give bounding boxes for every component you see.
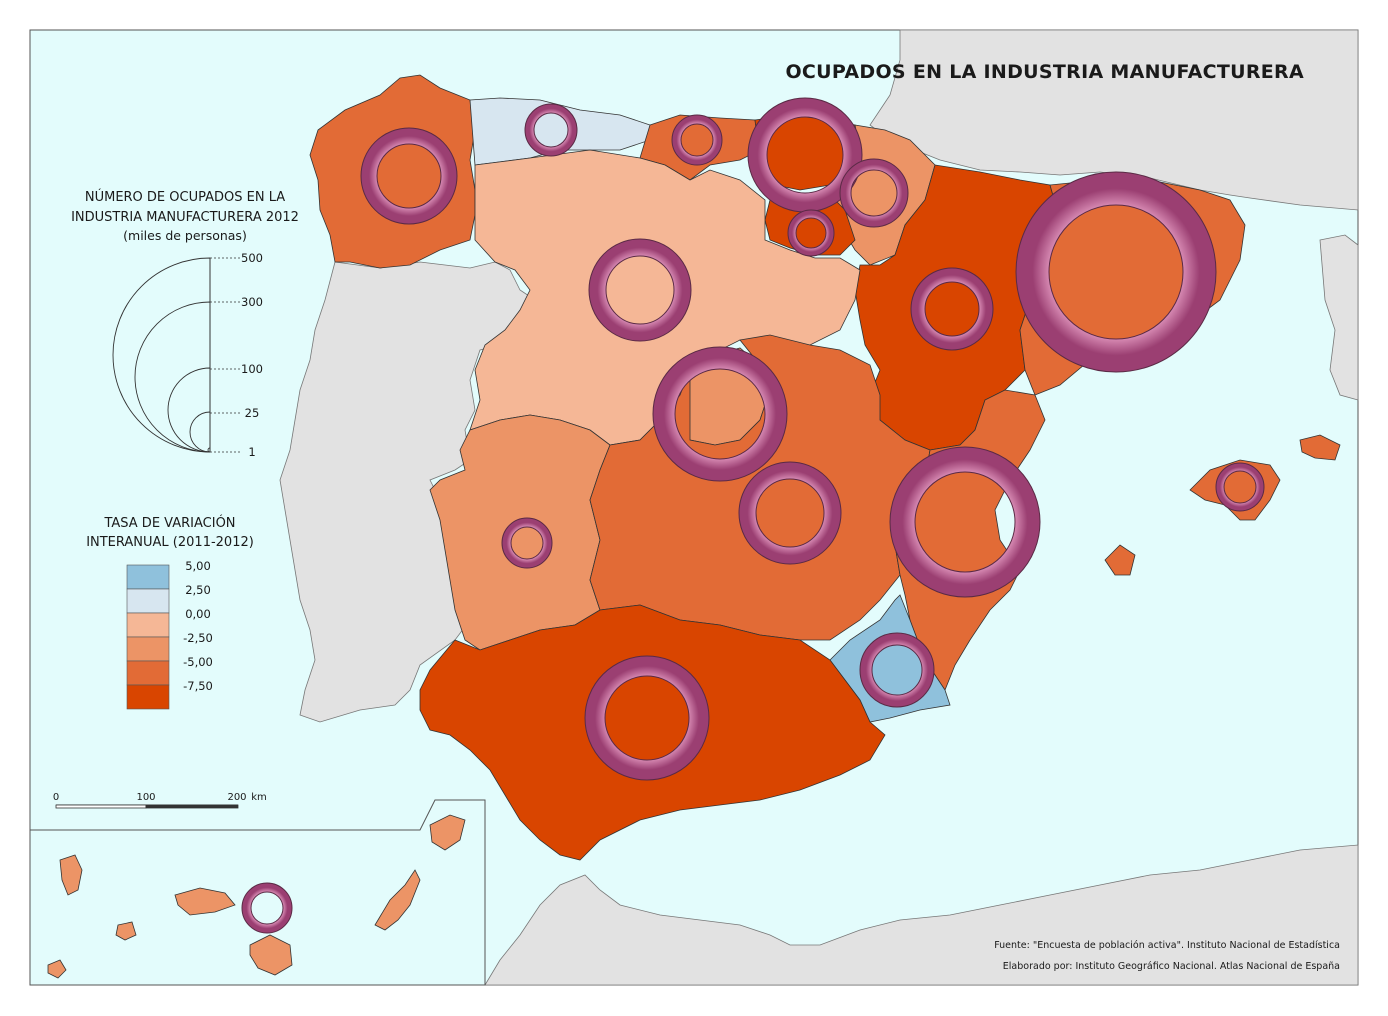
size-legend-title-2: INDUSTRIA MANUFACTURERA 2012 xyxy=(71,210,299,225)
employment-ring-inner-edge xyxy=(795,217,827,249)
employment-ring-outer-edge xyxy=(584,655,710,781)
employment-ring-inner-edge xyxy=(871,644,923,696)
credit-source: Fuente: "Encuesta de población activa". … xyxy=(994,940,1340,951)
color-legend-label: -7,50 xyxy=(183,679,213,693)
region-galicia xyxy=(309,74,476,269)
scale-label-100: 100 xyxy=(136,792,155,803)
employment-ring xyxy=(653,347,787,481)
color-legend-title-2: INTERANUAL (2011-2012) xyxy=(86,535,254,550)
size-legend-value: 300 xyxy=(241,295,263,309)
employment-ring xyxy=(525,104,577,156)
employment-ring xyxy=(748,98,862,212)
employment-ring xyxy=(890,447,1040,597)
employment-ring-outer-edge xyxy=(671,114,723,166)
size-legend: NÚMERO DE OCUPADOS EN LA INDUSTRIA MANUF… xyxy=(71,189,299,459)
employment-ring-outer-edge xyxy=(524,103,578,157)
color-legend-label: 2,50 xyxy=(185,583,211,597)
employment-ring xyxy=(672,115,722,165)
employment-ring-outer-edge xyxy=(1015,171,1217,373)
color-legend-label: -5,00 xyxy=(183,655,213,669)
color-legend-swatch xyxy=(126,660,170,686)
color-legend: TASA DE VARIACIÓN INTERANUAL (2011-2012)… xyxy=(86,515,254,710)
employment-ring-inner-edge xyxy=(914,471,1016,573)
employment-ring-inner-edge xyxy=(1048,204,1184,340)
size-legend-subtitle: (miles de personas) xyxy=(123,228,247,243)
employment-ring-inner-edge xyxy=(376,143,442,209)
region-andalucia xyxy=(419,604,886,861)
employment-ring-outer-edge xyxy=(839,158,909,228)
employment-ring-inner-edge xyxy=(533,112,569,148)
size-legend-circle xyxy=(112,257,211,453)
employment-ring xyxy=(840,159,908,227)
employment-ring-inner-edge xyxy=(604,675,690,761)
proportional-rings xyxy=(241,97,1265,934)
employment-ring xyxy=(860,633,934,707)
size-legend-value: 100 xyxy=(241,362,263,376)
size-legend-circle xyxy=(167,367,211,453)
employment-ring xyxy=(589,239,691,341)
employment-ring-outer-edge xyxy=(859,632,935,708)
map-title: OCUPADOS EN LA INDUSTRIA MANUFACTURERA xyxy=(785,61,1304,83)
france-land xyxy=(869,29,1359,211)
size-legend-circle xyxy=(189,411,211,453)
region-baleares-ibiza xyxy=(1104,544,1136,576)
employment-ring-inner-edge xyxy=(755,478,825,548)
employment-ring-inner-edge xyxy=(766,116,844,194)
employment-ring xyxy=(502,518,552,568)
employment-ring-outer-edge xyxy=(652,346,788,482)
size-legend-value: 500 xyxy=(241,251,263,265)
size-legend-value: 1 xyxy=(248,445,255,459)
size-legend-circle xyxy=(134,301,211,453)
island-right xyxy=(1319,234,1359,401)
size-legend-title-1: NÚMERO DE OCUPADOS EN LA xyxy=(85,189,285,205)
employment-ring-inner-edge xyxy=(924,281,980,337)
employment-ring xyxy=(739,462,841,564)
employment-ring xyxy=(1016,172,1216,372)
employment-ring-inner-edge xyxy=(605,255,675,325)
employment-ring-inner-edge xyxy=(850,169,898,217)
employment-ring-outer-edge xyxy=(588,238,692,342)
scale-bar: 0 100 200 km xyxy=(53,792,267,809)
employment-ring-inner-edge xyxy=(250,891,284,925)
scale-label-200: 200 xyxy=(227,792,246,803)
credit-author: Elaborado por: Instituto Geográfico Naci… xyxy=(1003,961,1340,972)
color-legend-swatch xyxy=(126,684,170,710)
canarias-islands xyxy=(47,814,466,979)
employment-ring xyxy=(911,268,993,350)
employment-ring xyxy=(1216,463,1264,511)
employment-ring-outer-edge xyxy=(889,446,1041,598)
employment-ring-inner-edge xyxy=(1223,470,1257,504)
region-baleares-menorca xyxy=(1299,434,1341,461)
employment-ring xyxy=(361,128,457,224)
employment-ring-inner-edge xyxy=(680,123,714,157)
employment-ring-outer-edge xyxy=(1215,462,1265,512)
employment-ring-outer-edge xyxy=(501,517,553,569)
employment-ring-inner-edge xyxy=(510,526,544,560)
color-legend-label: -2,50 xyxy=(183,631,213,645)
scale-unit: km xyxy=(251,792,267,803)
color-legend-swatch xyxy=(126,636,170,662)
employment-ring xyxy=(242,883,292,933)
color-legend-label: 0,00 xyxy=(185,607,211,621)
employment-ring xyxy=(585,656,709,780)
scale-label-0: 0 xyxy=(53,792,59,803)
color-legend-title-1: TASA DE VARIACIÓN xyxy=(103,515,235,531)
size-legend-value: 25 xyxy=(245,406,260,420)
africa-land xyxy=(484,844,1359,986)
color-legend-swatch xyxy=(126,564,170,590)
color-legend-label: 5,00 xyxy=(185,559,211,573)
color-legend-swatch xyxy=(126,588,170,614)
employment-ring-inner-edge xyxy=(674,368,766,460)
employment-ring-outer-edge xyxy=(910,267,994,351)
employment-ring-outer-edge xyxy=(360,127,458,225)
employment-ring-outer-edge xyxy=(787,209,835,257)
color-legend-swatch xyxy=(126,612,170,638)
employment-ring-outer-edge xyxy=(738,461,842,565)
employment-ring xyxy=(788,210,834,256)
employment-ring-outer-edge xyxy=(241,882,293,934)
